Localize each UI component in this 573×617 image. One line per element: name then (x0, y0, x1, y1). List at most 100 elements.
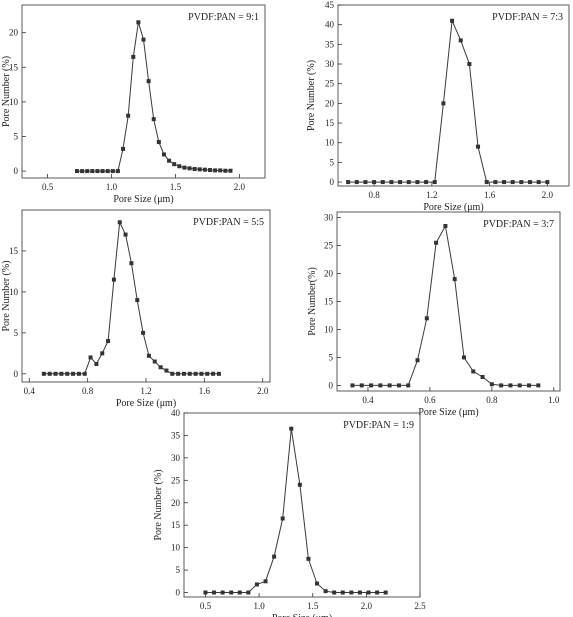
data-point (156, 140, 161, 145)
legend-label: PVDF:PAN = 7:3 (492, 12, 563, 23)
data-point (121, 146, 126, 151)
data-point (199, 371, 204, 376)
data-point (398, 180, 403, 185)
data-point (176, 371, 181, 376)
x-tick-label: 0.4 (24, 386, 36, 396)
data-point (182, 165, 187, 170)
data-point (369, 383, 374, 388)
series-line (77, 22, 231, 172)
data-point (208, 168, 213, 173)
y-axis-title: Pore Number (%) (153, 469, 164, 540)
data-point (82, 371, 87, 376)
data-point (272, 554, 277, 559)
data-point (527, 383, 532, 388)
data-point (228, 168, 233, 173)
data-point (467, 62, 472, 67)
plot-frame (183, 412, 421, 598)
data-point (289, 426, 294, 431)
x-axis-title: Pore Size (μm) (113, 194, 173, 205)
data-point (158, 365, 163, 370)
data-point (432, 180, 437, 185)
data-point (450, 18, 455, 23)
data-point (476, 144, 481, 149)
data-point (340, 590, 345, 595)
legend-label: PVDF:PAN = 5:5 (193, 217, 264, 228)
series-line (205, 428, 386, 593)
chart-panel-2: 0.8 1.2 1.6 2.0 0 5 10 15 20 25 30 35 40 45 Pore Size … (306, 0, 570, 213)
y-tick-label: 35 (325, 39, 335, 49)
y-tick-label: 25 (171, 475, 181, 485)
data-point (193, 371, 198, 376)
y-tick-label: 10 (9, 97, 19, 107)
data-point (406, 383, 411, 388)
y-tick-label: 5 (329, 352, 334, 362)
x-tick-label: 0.5 (200, 601, 212, 611)
data-point (354, 180, 359, 185)
data-point (181, 371, 186, 376)
y-tick-label: 20 (325, 98, 335, 108)
data-point (177, 164, 182, 169)
data-point (172, 162, 177, 167)
plot-frame (21, 209, 271, 383)
data-point (218, 168, 223, 173)
y-tick-label: 10 (325, 138, 335, 148)
chart-panel-3: 0.4 0.8 1.2 1.6 2.0 0 5 10 15 Pore Size (μm) Pore … (1, 209, 271, 409)
data-point (424, 180, 429, 185)
data-point (424, 316, 429, 321)
data-point (332, 590, 337, 595)
data-point (441, 101, 446, 106)
y-axis-title: Pore Number(%) (307, 267, 318, 336)
data-point (212, 590, 217, 595)
data-point (528, 180, 533, 185)
x-tick-label: 1.5 (170, 182, 182, 192)
data-point (229, 590, 234, 595)
y-tick-label: 35 (171, 430, 181, 440)
x-tick-label: 0.8 (368, 190, 380, 200)
data-point (480, 375, 485, 380)
y-tick-label: 5 (14, 131, 19, 141)
x-tick-label: 0.6 (424, 395, 436, 405)
y-axis-title: Pore Number (%) (1, 260, 12, 331)
y-tick-label: 10 (171, 543, 181, 553)
data-point (211, 371, 216, 376)
data-point (65, 371, 70, 376)
data-point (254, 582, 259, 587)
x-tick-label: 1.6 (199, 386, 211, 396)
y-tick-label: 30 (324, 213, 334, 223)
data-point (141, 330, 146, 335)
data-point (357, 590, 362, 595)
data-point (461, 355, 466, 360)
y-tick-label: 20 (324, 269, 334, 279)
data-point (205, 371, 210, 376)
plot-frame (336, 211, 561, 392)
data-point (106, 339, 111, 344)
data-point (90, 169, 95, 174)
data-point (117, 220, 122, 225)
data-point (346, 180, 351, 185)
y-tick-label: 30 (325, 59, 335, 69)
data-point (387, 383, 392, 388)
x-axis-title: Pore Size (μm) (418, 407, 478, 418)
data-point (151, 117, 156, 122)
x-axis-title: Pore Size (μm) (423, 202, 483, 213)
data-point (126, 113, 131, 118)
data-point (375, 590, 380, 595)
data-point (372, 180, 377, 185)
y-tick-label: 5 (14, 328, 19, 338)
data-point (493, 180, 498, 185)
data-point (146, 79, 151, 84)
data-point (53, 371, 58, 376)
y-tick-label: 10 (9, 287, 19, 297)
data-point (220, 590, 225, 595)
data-point (187, 166, 192, 171)
y-tick-label: 40 (325, 20, 335, 30)
x-tick-label: 1.0 (106, 182, 118, 192)
data-point (443, 223, 448, 228)
data-point (363, 180, 368, 185)
chart-panel-1: 0.5 1.0 1.5 2.0 0 5 10 15 20 Pore Size (μm) Pore N… (1, 4, 266, 205)
y-tick-label: 0 (329, 380, 334, 390)
data-point (59, 371, 64, 376)
x-tick-label: 1.0 (253, 601, 265, 611)
data-point (85, 169, 90, 174)
data-point (223, 168, 228, 173)
